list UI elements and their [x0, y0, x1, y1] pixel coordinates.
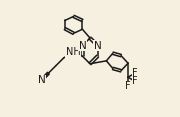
- Text: N: N: [38, 75, 45, 85]
- Text: N: N: [94, 41, 102, 51]
- Text: NH: NH: [66, 47, 80, 57]
- Text: F: F: [132, 76, 138, 86]
- Text: F: F: [125, 81, 131, 91]
- Text: N: N: [78, 41, 86, 51]
- Text: F: F: [132, 68, 138, 78]
